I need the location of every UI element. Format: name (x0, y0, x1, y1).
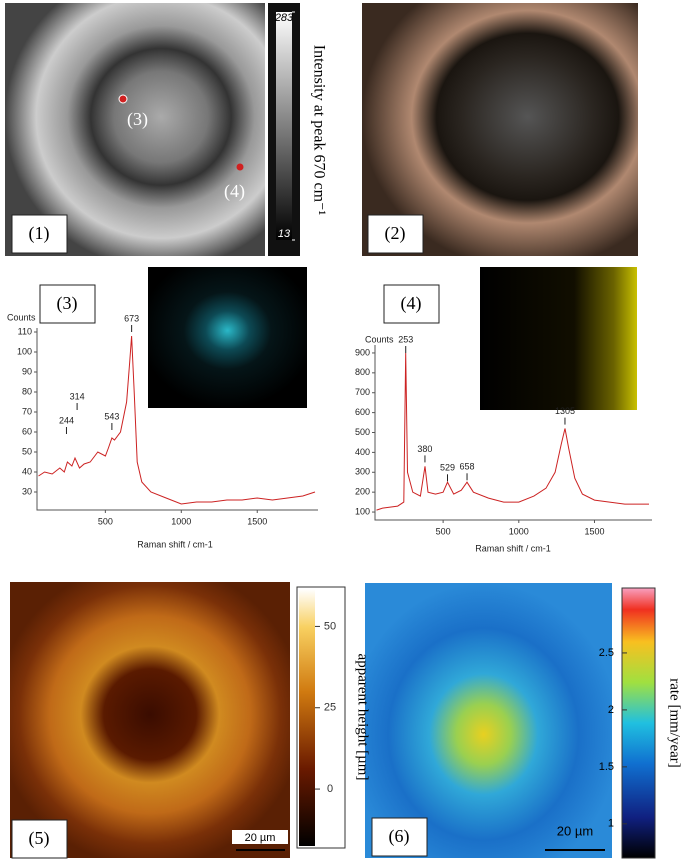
panel-label-box (11, 214, 68, 254)
colorbar-label: Intensity at peak 670 cm⁻¹ (310, 45, 327, 216)
x-tick-label: 500 (436, 526, 451, 536)
y-tick-label: 70 (22, 406, 32, 416)
y-tick-label: 50 (22, 446, 32, 456)
x-axis-label: Raman shift / cm-1 (137, 539, 213, 549)
colorbar (276, 12, 292, 240)
colorbar (299, 589, 315, 846)
colorbar-tick-label: 1.5 (599, 761, 614, 773)
annotation: 244 (59, 415, 74, 425)
annotation: 314 (70, 391, 85, 401)
y-tick-label: 30 (22, 486, 32, 496)
panel-label-box (371, 817, 428, 857)
point-marker (236, 163, 244, 171)
panel-label: (4) (401, 293, 422, 314)
rate-map (365, 583, 612, 858)
scale-bg (232, 830, 288, 844)
panel-label: (6) (389, 826, 410, 847)
panel-label-box (11, 819, 68, 859)
x-tick-label: 1000 (171, 516, 191, 526)
y-tick-label: 90 (22, 366, 32, 376)
x-tick-label: 1500 (584, 526, 604, 536)
colorbar-tick-label: 13 (278, 228, 291, 240)
raman-map (5, 3, 265, 256)
axes (374, 345, 652, 521)
panel-label: (1) (29, 223, 50, 244)
y-tick-label: 60 (22, 426, 32, 436)
yellow-map (480, 267, 637, 410)
colorbar-tick-label: 2.5 (599, 647, 614, 659)
colorbar (621, 587, 656, 859)
panel-label-box (39, 284, 96, 324)
panel-label-box (383, 284, 440, 324)
y-tick-label: 80 (22, 386, 32, 396)
y-tick-label: 200 (355, 487, 370, 497)
scale-label: 20 µm (557, 823, 593, 838)
panel-label: (2) (385, 223, 406, 244)
colorbar-tick-label: 25 (324, 702, 336, 714)
colorbar-tick-label: 50 (324, 620, 336, 632)
height-map (10, 582, 290, 858)
y-axis-label: Counts (365, 334, 394, 344)
y-tick-label: 100 (17, 346, 32, 356)
annotation: 253 (398, 334, 413, 344)
y-tick-label: 300 (355, 467, 370, 477)
annotation: 529 (440, 463, 455, 473)
panel-label-box (367, 214, 424, 254)
annotation: 543 (104, 411, 119, 421)
x-tick-label: 1500 (247, 516, 267, 526)
y-tick-label: 110 (18, 326, 32, 336)
point-marker (118, 94, 128, 104)
y-tick-label: 500 (355, 427, 370, 437)
colorbar-label: rate [mm/year] (667, 678, 683, 768)
annotation: 380 (417, 444, 432, 454)
annotation: 1305 (555, 406, 575, 416)
cyan-map (148, 267, 307, 408)
y-axis-label: Counts (7, 312, 36, 322)
y-tick-label: 800 (355, 367, 370, 377)
colorbar-label: apparent height [µm] (355, 654, 371, 781)
optical-image (362, 3, 638, 256)
colorbar-tick-label: 0 (327, 783, 333, 795)
spectrum-line (376, 352, 649, 511)
annotation: 658 (460, 462, 475, 472)
colorbar-tick-label: 2 (608, 704, 614, 716)
annotation: 673 (124, 313, 139, 323)
colorbar-tick-label: 1 (608, 818, 614, 830)
y-tick-label: 100 (355, 506, 370, 516)
x-tick-label: 1000 (509, 526, 529, 536)
y-tick-label: 600 (355, 407, 370, 417)
point-label: (4) (224, 181, 245, 202)
y-tick-label: 700 (355, 387, 370, 397)
colorbar-tick-label: 283 (274, 12, 294, 24)
panel-label: (5) (29, 828, 50, 849)
axes (36, 328, 318, 511)
y-tick-label: 40 (22, 466, 32, 476)
spectrum-line (38, 335, 316, 505)
y-tick-label: 400 (355, 447, 370, 457)
x-tick-label: 500 (98, 516, 113, 526)
panel-label: (3) (57, 293, 78, 314)
x-axis-label: Raman shift / cm-1 (475, 543, 551, 553)
point-label: (3) (127, 109, 148, 130)
y-tick-label: 900 (355, 347, 370, 357)
scale-label: 20 µm (245, 832, 276, 844)
